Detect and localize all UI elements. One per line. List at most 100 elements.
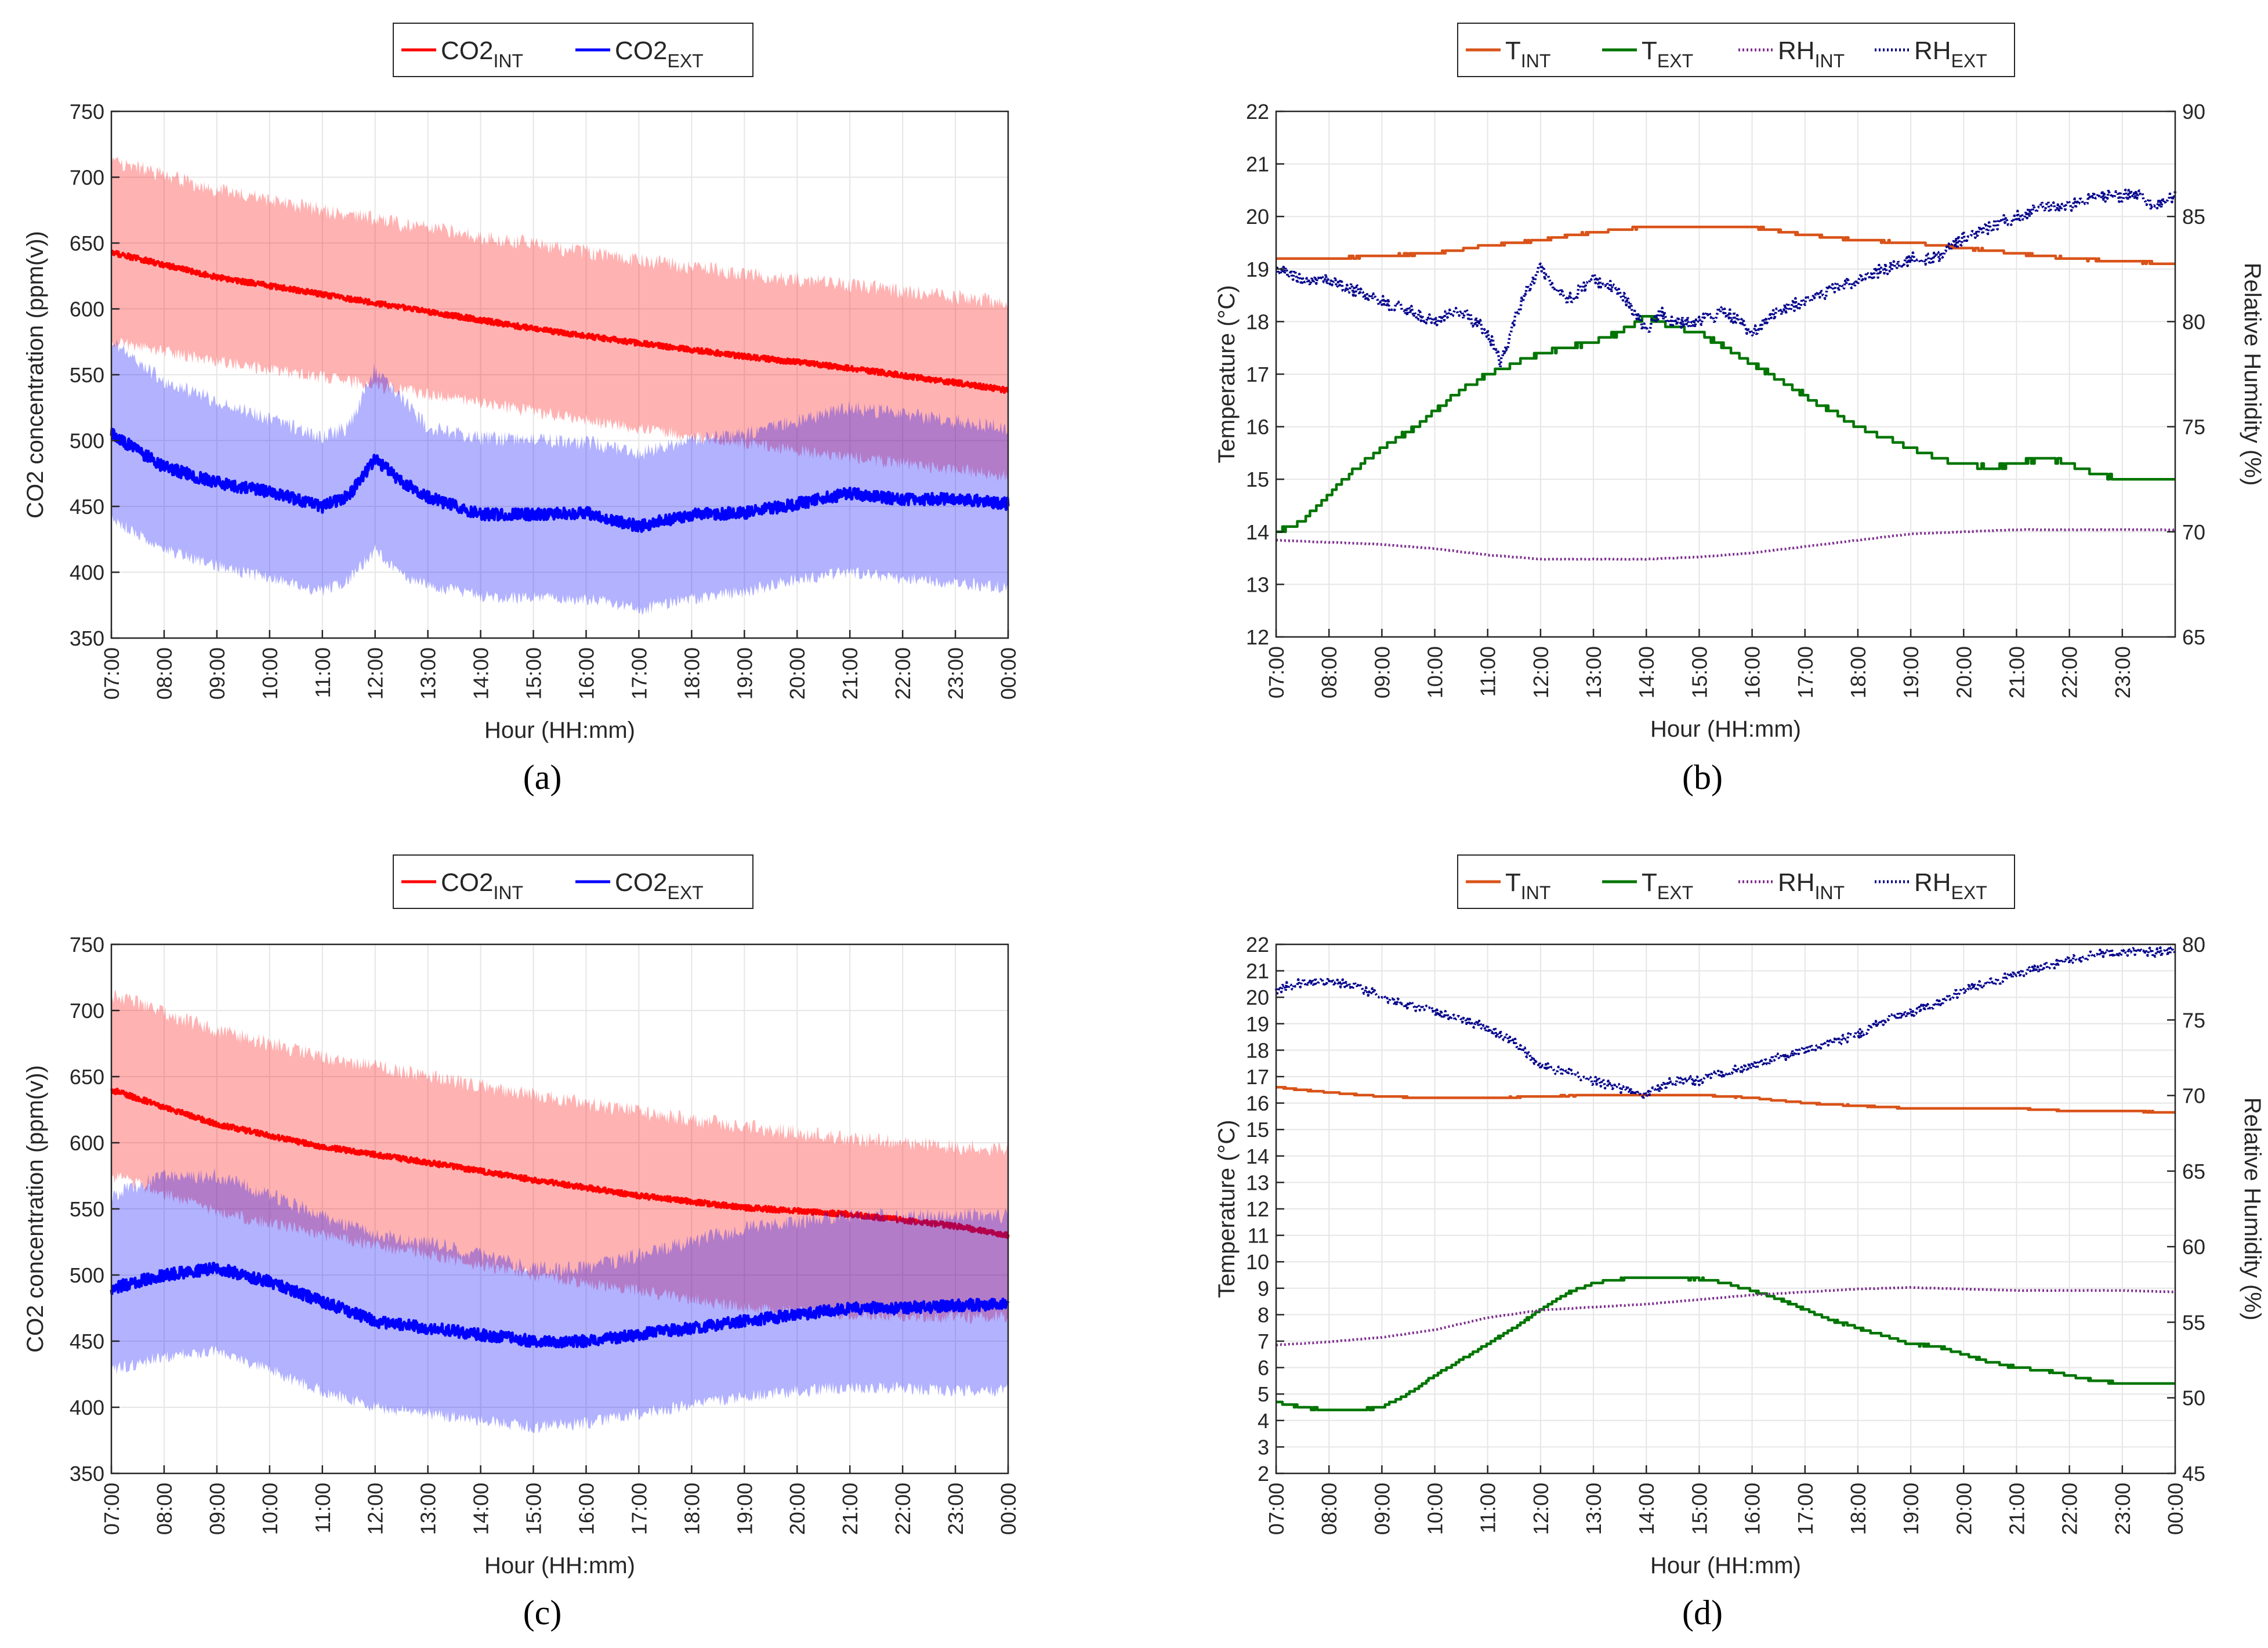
x-tick-label: 12:00 bbox=[364, 1483, 387, 1535]
x-tick-label: 11:00 bbox=[1476, 646, 1500, 697]
legend-label: RHEXT bbox=[1914, 37, 1987, 71]
x-tick-label: 22:00 bbox=[891, 647, 915, 700]
series-line-co2-int bbox=[110, 249, 1009, 394]
x-tick-label: 21:00 bbox=[2005, 1483, 2028, 1535]
x-tick-label: 15:00 bbox=[522, 647, 546, 700]
x-tick-label: 21:00 bbox=[838, 647, 862, 700]
legend-label: CO2EXT bbox=[615, 868, 704, 903]
x-tick-label: 20:00 bbox=[785, 647, 809, 700]
x-tick-label: 12:00 bbox=[1529, 1483, 1553, 1535]
y-tick-label: 12 bbox=[1246, 1197, 1269, 1221]
x-tick-label: 18:00 bbox=[680, 647, 704, 700]
x-axis-label: Hour (HH:mm) bbox=[1650, 716, 1801, 742]
y-right-tick-label: 70 bbox=[2182, 1084, 2205, 1108]
y-tick-label: 14 bbox=[1246, 1144, 1269, 1168]
y-tick-label: 15 bbox=[1246, 468, 1269, 491]
y-tick-label: 450 bbox=[70, 495, 104, 519]
series-line-co2-ext bbox=[110, 1261, 1010, 1349]
y-right-tick-label: 90 bbox=[2182, 100, 2205, 124]
x-tick-label: 12:00 bbox=[364, 647, 387, 700]
y-right-tick-label: 75 bbox=[2182, 1008, 2205, 1032]
y-tick-label: 8 bbox=[1258, 1303, 1269, 1327]
x-tick-label: 07:00 bbox=[100, 647, 124, 700]
x-tick-label: 11:00 bbox=[311, 647, 335, 698]
x-tick-label: 16:00 bbox=[1741, 646, 1765, 698]
y-tick-label: 9 bbox=[1258, 1277, 1269, 1301]
y-tick-label: 600 bbox=[70, 298, 104, 321]
y-tick-label: 350 bbox=[70, 1462, 104, 1486]
x-tick-label: 23:00 bbox=[2111, 646, 2135, 698]
y-tick-label: 500 bbox=[70, 429, 104, 453]
x-tick-label: 10:00 bbox=[1423, 646, 1447, 698]
y-tick-label: 18 bbox=[1246, 1038, 1269, 1062]
y-tick-label: 18 bbox=[1246, 310, 1269, 334]
x-tick-label: 07:00 bbox=[100, 1483, 124, 1535]
y-tick-label: 6 bbox=[1258, 1356, 1269, 1380]
y-tick-label: 750 bbox=[70, 100, 104, 124]
x-tick-label: 15:00 bbox=[1687, 646, 1711, 698]
legend-label: TINT bbox=[1505, 868, 1550, 903]
y-tick-label: 21 bbox=[1246, 153, 1269, 176]
y-tick-label: 13 bbox=[1246, 573, 1269, 596]
x-tick-label: 23:00 bbox=[2111, 1483, 2135, 1535]
y-tick-label: 11 bbox=[1248, 1224, 1269, 1248]
y-tick-label: 10 bbox=[1246, 1250, 1269, 1274]
x-tick-label: 14:00 bbox=[469, 1483, 493, 1535]
x-tick-label: 13:00 bbox=[1582, 646, 1606, 698]
legend-box bbox=[393, 854, 753, 909]
legend-label: CO2INT bbox=[441, 37, 523, 71]
y-right-tick-label: 70 bbox=[2182, 520, 2205, 544]
legend-box bbox=[393, 23, 753, 77]
y-tick-label: 12 bbox=[1246, 625, 1269, 649]
y-right-tick-label: 65 bbox=[2182, 1160, 2205, 1183]
x-tick-label: 14:00 bbox=[469, 647, 493, 700]
x-tick-label: 19:00 bbox=[733, 1483, 756, 1535]
x-axis-label: Hour (HH:mm) bbox=[484, 1553, 635, 1578]
series-line-rh-ext bbox=[1274, 946, 2177, 1100]
x-tick-label: 19:00 bbox=[1899, 1483, 1923, 1535]
series-line-t-ext bbox=[1276, 1276, 2176, 1411]
x-axis-label: Hour (HH:mm) bbox=[484, 718, 635, 743]
y-right-tick-label: 85 bbox=[2182, 205, 2205, 229]
y-tick-label: 2 bbox=[1258, 1462, 1269, 1486]
x-tick-label: 21:00 bbox=[2005, 646, 2028, 698]
series-band-co2-int bbox=[111, 157, 1008, 481]
y-tick-label: 3 bbox=[1258, 1435, 1269, 1459]
legend-label: TEXT bbox=[1642, 37, 1693, 71]
x-tick-label: 17:00 bbox=[627, 1483, 651, 1535]
y-axis-label: Temperature (°C) bbox=[1214, 1120, 1240, 1298]
x-tick-label: 11:00 bbox=[1476, 1483, 1500, 1533]
x-tick-label: 07:00 bbox=[1265, 646, 1288, 698]
x-tick-label: 18:00 bbox=[1846, 646, 1870, 698]
y-right-tick-label: 45 bbox=[2182, 1462, 2205, 1486]
y-tick-label: 600 bbox=[70, 1131, 104, 1155]
y-right-axis-label: Relative Humidity (%) bbox=[2240, 263, 2265, 486]
x-tick-label: 19:00 bbox=[1899, 646, 1923, 698]
y-tick-label: 21 bbox=[1246, 959, 1269, 983]
tick-marks bbox=[1275, 943, 2176, 1475]
panel-label: (a) bbox=[523, 758, 562, 796]
x-tick-label: 22:00 bbox=[891, 1483, 915, 1535]
x-tick-label: 11:00 bbox=[311, 1483, 335, 1533]
x-tick-label: 20:00 bbox=[1952, 646, 1976, 698]
x-tick-label: 08:00 bbox=[1317, 646, 1341, 698]
y-tick-label: 7 bbox=[1258, 1330, 1269, 1353]
tick-marks bbox=[110, 943, 1009, 1475]
y-tick-label: 700 bbox=[70, 166, 104, 190]
y-tick-label: 19 bbox=[1246, 1012, 1269, 1036]
y-tick-label: 20 bbox=[1246, 986, 1269, 1009]
y-tick-label: 650 bbox=[70, 1065, 104, 1089]
y-tick-label: 5 bbox=[1258, 1382, 1269, 1406]
y-tick-label: 400 bbox=[70, 1396, 104, 1419]
y-tick-label: 19 bbox=[1246, 258, 1269, 281]
legend: TINT TEXT RHINT RHEXT bbox=[1457, 23, 2015, 77]
series-line-rh-int bbox=[1276, 1286, 2176, 1346]
legend: TINT TEXT RHINT RHEXT bbox=[1457, 854, 2015, 909]
legend-label: TINT bbox=[1505, 37, 1550, 71]
x-tick-label: 14:00 bbox=[1635, 646, 1658, 698]
x-tick-label: 17:00 bbox=[1794, 1483, 1817, 1535]
y-axis-label: CO2 concentration (ppm(v)) bbox=[23, 1065, 48, 1353]
x-tick-label: 09:00 bbox=[1370, 646, 1394, 698]
x-tick-label: 15:00 bbox=[522, 1483, 546, 1535]
